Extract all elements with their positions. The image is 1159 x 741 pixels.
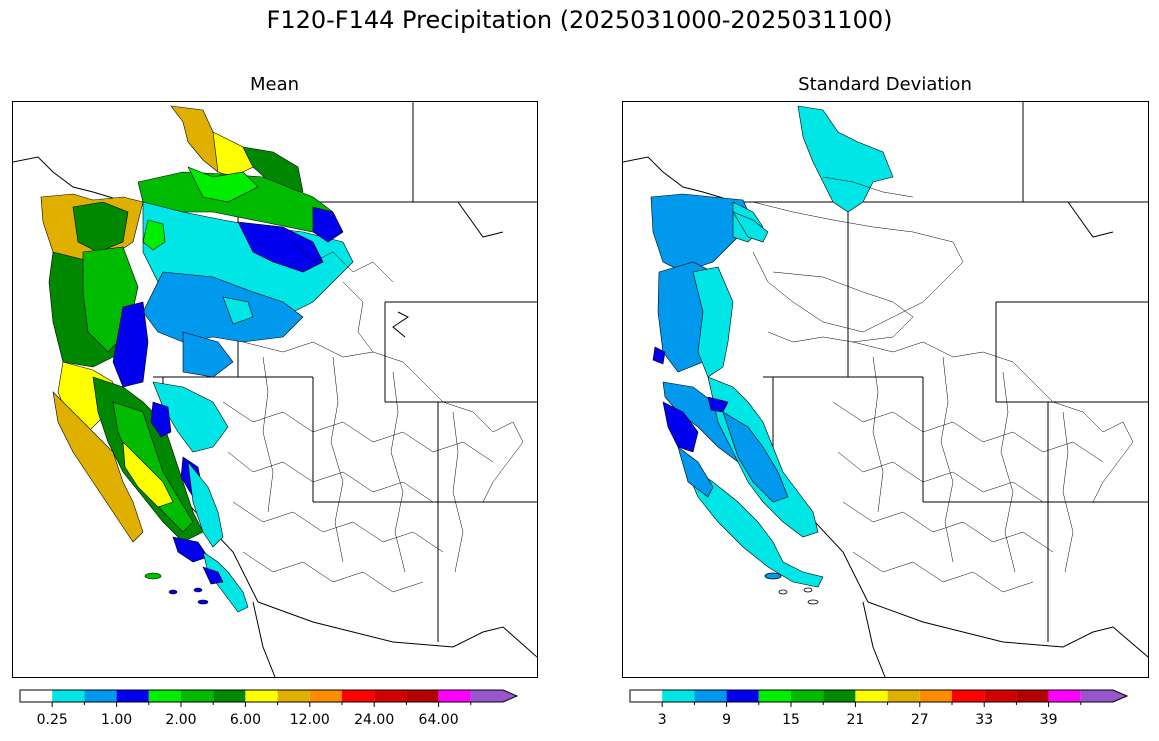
colorbar-label: 12.00 — [290, 712, 330, 728]
colorbar-swatch — [309, 690, 342, 702]
colorbar-label: 0.25 — [37, 712, 68, 728]
colorbar-swatch — [116, 690, 149, 702]
colorbar-swatch — [213, 690, 246, 702]
stddev-basins — [650, 105, 894, 588]
colorbar-swatch — [148, 690, 181, 702]
political-borders — [623, 102, 1148, 677]
colorbar-swatch — [855, 690, 888, 702]
colorbar-swatch — [984, 690, 1017, 702]
colorbar-swatch — [1080, 690, 1127, 702]
colorbar-label: 3 — [658, 712, 667, 728]
colorbar-swatch — [342, 690, 375, 702]
panel-title-mean: Mean — [249, 74, 300, 95]
map-mean-canvas — [13, 102, 537, 677]
colorbar-label: 15 — [782, 712, 800, 728]
colorbar-swatch — [791, 690, 824, 702]
colorbar-swatch — [919, 690, 952, 702]
islands — [764, 572, 819, 605]
colorbar-label: 39 — [1040, 712, 1058, 728]
colorbar-swatch — [694, 690, 727, 702]
colorbar-outline — [629, 689, 1129, 703]
colorbar-swatch — [277, 690, 310, 702]
precip-basins — [40, 105, 354, 613]
colorbar-swatch — [245, 690, 278, 702]
colorbar-mean: 0.25 1.00 2.00 6.00 12.00 24.00 64.00 — [19, 689, 519, 728]
colorbar-label: 21 — [846, 712, 864, 728]
colorbar-swatch — [1016, 690, 1049, 702]
map-mean[interactable] — [12, 101, 538, 678]
colorbar-swatch — [181, 690, 214, 702]
colorbar-swatch — [662, 690, 695, 702]
colorbar-label: 2.00 — [165, 712, 196, 728]
colorbar-label: 33 — [975, 712, 993, 728]
colorbar-swatch — [406, 690, 439, 702]
colorbar-label: 27 — [911, 712, 929, 728]
colorbar-swatch — [630, 690, 663, 702]
colorbar-swatch — [52, 690, 85, 702]
colorbar-swatch — [952, 690, 985, 702]
colorbar-stddev: 3 9 15 21 27 33 39 — [629, 689, 1129, 728]
colorbar-outline — [19, 689, 519, 703]
colorbar-label: 24.00 — [354, 712, 394, 728]
figure-title: F120-F144 Precipitation (2025031000-2025… — [266, 6, 893, 34]
map-stddev-canvas — [623, 102, 1148, 677]
colorbar-swatch — [374, 690, 407, 702]
colorbar-swatch — [758, 690, 791, 702]
colorbar-swatch — [1048, 690, 1081, 702]
colorbar-swatch — [438, 690, 471, 702]
colorbar-label: 6.00 — [230, 712, 261, 728]
colorbar-swatch — [470, 690, 517, 702]
colorbar-swatch — [887, 690, 920, 702]
basin-outlines — [752, 176, 1134, 593]
panel-title-stddev: Standard Deviation — [798, 74, 972, 95]
map-stddev[interactable] — [622, 101, 1149, 678]
basin-outlines — [222, 241, 524, 593]
colorbar-label: 9 — [722, 712, 731, 728]
colorbar-swatch — [84, 690, 117, 702]
colorbar-label: 64.00 — [419, 712, 459, 728]
islands — [144, 572, 209, 605]
colorbar-swatch — [20, 690, 53, 702]
colorbar-swatch — [726, 690, 759, 702]
colorbar-label: 1.00 — [101, 712, 132, 728]
colorbar-swatch — [823, 690, 856, 702]
